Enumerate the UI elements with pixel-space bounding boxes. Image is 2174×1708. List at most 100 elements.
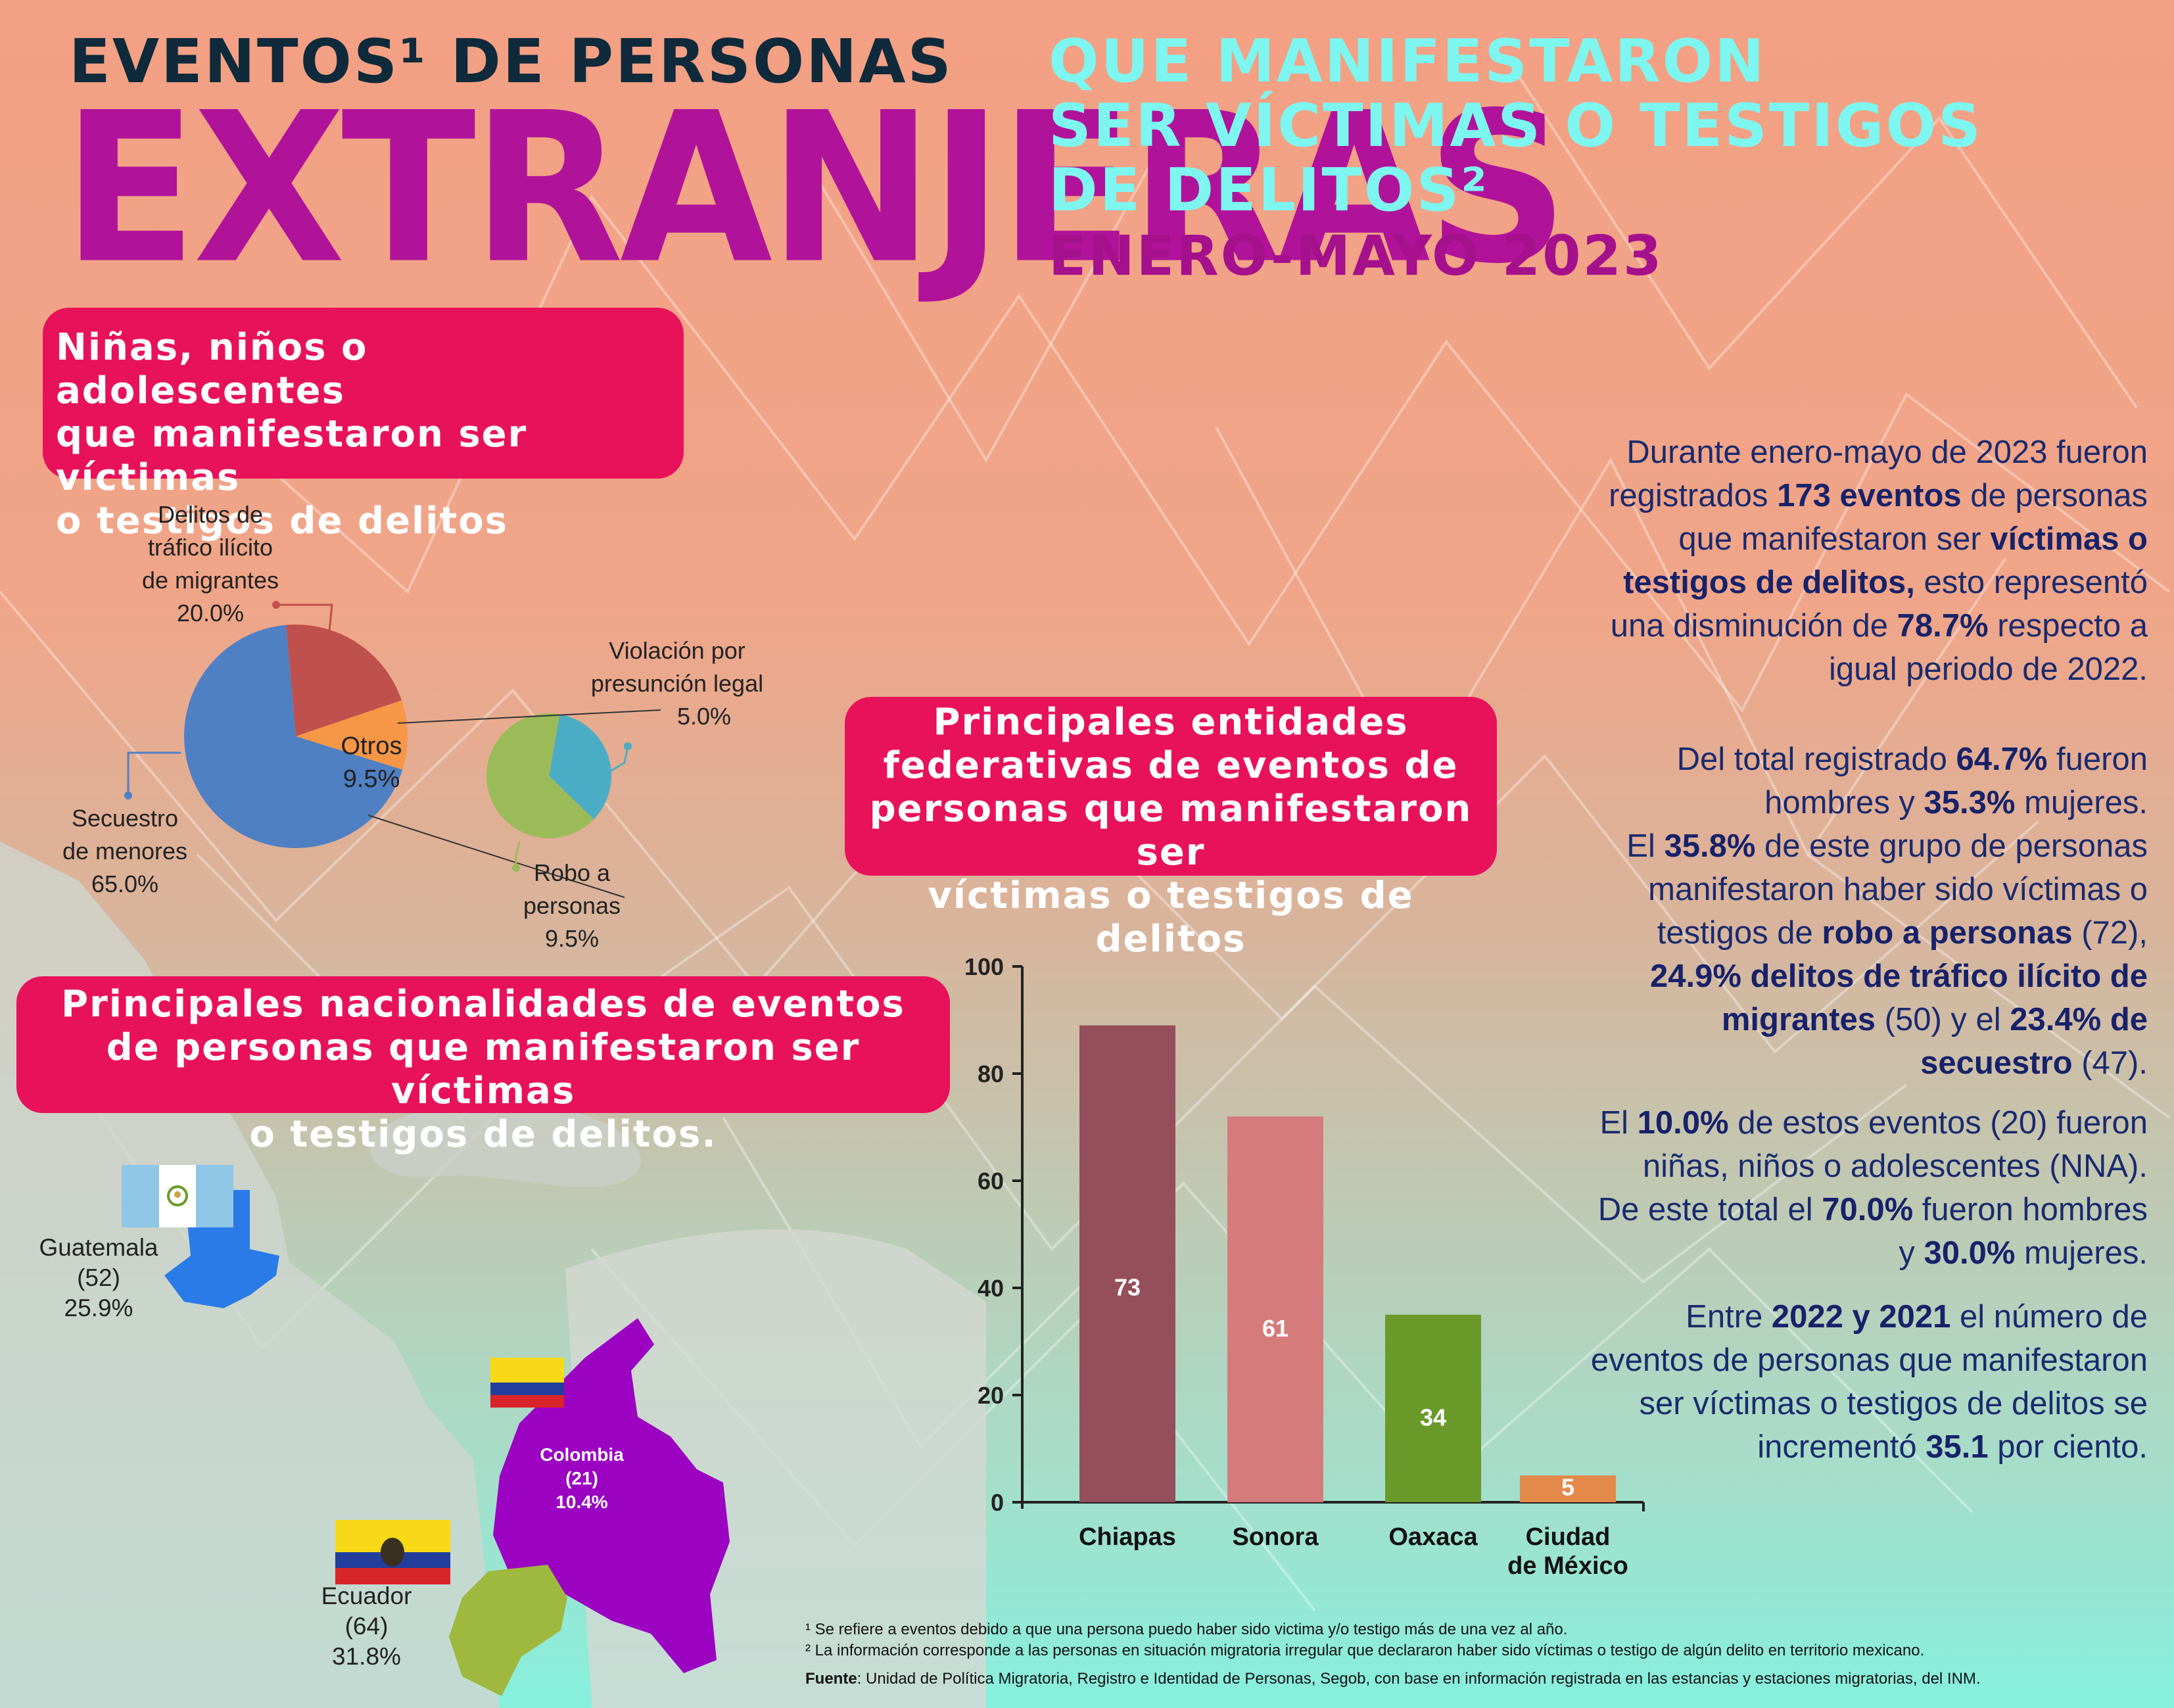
pie-label-violacion-2: presunción legal <box>590 670 764 697</box>
ecuador-map <box>449 1565 567 1696</box>
colombia-flag-icon <box>490 1358 564 1408</box>
emphasis-text: 35.3% <box>1924 785 2016 820</box>
p2-line-8: secuestro (47). <box>1920 1045 2148 1081</box>
emphasis-text: 70.0% <box>1822 1192 1914 1227</box>
guatemala-label-pct: 25.9% <box>64 1294 133 1321</box>
p2-line-7: migrantes (50) y el 23.4% de <box>1721 1002 2148 1037</box>
p4-line-4: incrementó 35.1 por ciento. <box>1757 1429 2148 1465</box>
p1-line-6: igual periodo de 2022. <box>1829 652 2148 687</box>
title-line-3: QUE MANIFESTARON SER VÍCTIMAS O TESTIGOS… <box>1049 30 1983 223</box>
pie-label-violacion-1: Violación por <box>609 637 745 664</box>
bar-category-label: Sonora <box>1233 1523 1319 1551</box>
pie-slice-otros <box>296 700 408 770</box>
p3-line-3: De este total el 70.0% fueron hombres <box>1597 1192 2148 1227</box>
bar-ciudad-de-m-xico <box>1520 1475 1616 1502</box>
emphasis-text: 2022 y 2021 <box>1771 1299 1951 1335</box>
p2-line-6: 24.9% delitos de tráfico ilícito de <box>1626 955 2148 998</box>
pie-label-trafico: Delitos de tráfico ilícito de migrantes … <box>118 498 302 630</box>
bar-chiapas <box>1079 1025 1175 1502</box>
p1-line-3: que manifestaron ser víctimas o <box>1678 521 2148 557</box>
y-tick-label: 100 <box>964 953 1004 980</box>
emphasis-text: 64.7% <box>1956 742 2048 777</box>
bar-value-label: 34 <box>1420 1404 1446 1431</box>
nna-pill-line-2: que manifestaron ser víctimas <box>56 413 528 499</box>
nationalities-section-pill: Principales nacionalidades de eventos de… <box>16 976 950 1156</box>
pie-label-secuestro-2: de menores <box>62 838 188 865</box>
bar-category-label: Oaxaca <box>1388 1523 1478 1551</box>
guatemala-label: Guatemala (52) 25.9% <box>20 1233 177 1323</box>
emphasis-text: 23.4% de <box>2010 1002 2148 1037</box>
source-label: Fuente <box>805 1670 857 1688</box>
ecuador-label: Ecuador (64) 31.8% <box>296 1581 437 1672</box>
p2-line-5: testigos de robo a personas (72), <box>1657 915 2148 951</box>
bar-value-label: 73 <box>1114 1274 1141 1301</box>
colombia-label-name: Colombia <box>540 1444 624 1465</box>
pie-detail <box>486 713 611 838</box>
entities-pill-line-3: personas que manifestaron ser <box>869 788 1473 874</box>
nationalities-pill-line-1: Principales nacionalidades de eventos <box>61 983 905 1026</box>
pie-label-robo: Robo a personas 9.5% <box>500 857 644 955</box>
bar-category-label: de México <box>1507 1552 1628 1580</box>
pie-label-secuestro: Secuestro de menores 65.0% <box>39 802 210 901</box>
p3-line-4: y 30.0% mujeres. <box>1899 1235 2148 1271</box>
pie-slice-trafico <box>286 625 402 736</box>
p2-line-4: manifestaron haber sido víctimas o <box>1648 872 2148 907</box>
summary-paragraph-2: Del total registrado 64.7% fueron hombres… <box>1626 738 2148 1085</box>
guatemala-label-count: (52) <box>77 1264 120 1291</box>
ecuador-flag-icon <box>335 1520 450 1584</box>
pie-label-violacion-3: 5.0% <box>677 703 732 730</box>
emphasis-text: testigos de delitos, <box>1623 565 1915 600</box>
p4-line-2: eventos de personas que manifestaron <box>1590 1342 2148 1378</box>
bar-value-label: 5 <box>1561 1473 1574 1500</box>
guatemala-flag-icon <box>122 1165 233 1227</box>
emphasis-text: secuestro <box>1920 1045 2073 1081</box>
summary-paragraph-1: Durante enero-mayo de 2023 fueron registr… <box>1609 431 2148 691</box>
source-text: : Unidad de Política Migratoria, Registr… <box>857 1670 1981 1688</box>
title-line-3b: SER VÍCTIMAS O TESTIGOS <box>1049 91 1983 160</box>
title-line-1: EVENTOS¹ DE PERSONAS <box>69 26 953 97</box>
emphasis-text: 30.0% <box>1924 1235 2016 1271</box>
title-line-2: EXTRANJERAS <box>62 68 1569 310</box>
entities-pill-line-4: víctimas o testigos de delitos <box>928 874 1414 961</box>
colombia-label: Colombia (21) 10.4% <box>519 1443 644 1514</box>
period-title: ENERO-MAYO 2023 <box>1049 224 1664 288</box>
bar-value-label: 61 <box>1262 1315 1288 1342</box>
guatemala-label-name: Guatemala <box>39 1234 158 1261</box>
pie-label-secuestro-1: Secuestro <box>71 805 179 832</box>
bar-chart: 0 20 40 60 80 100 73 Chiapas 61 Sonora 34 Oaxaca 5 C… <box>964 953 1645 1580</box>
bar-oaxaca <box>1385 1314 1481 1502</box>
emphasis-text: víctimas o <box>1990 521 2148 557</box>
bar-category-label: Ciudad <box>1526 1523 1611 1551</box>
pie-label-robo-1: Robo a <box>533 859 611 886</box>
pie-label-trafico-1: Delitos de <box>157 501 264 528</box>
p3-line-2: niñas, niños o adolescentes (NNA). <box>1642 1149 2148 1184</box>
summary-paragraph-3: El 10.0% de estos eventos (20) fueron niñ… <box>1598 1101 2148 1275</box>
pie-slice-secuestro <box>184 625 403 848</box>
summary-paragraph-4: Entre 2022 y 2021 el número de eventos de… <box>1591 1295 2148 1469</box>
p1-line-2: registrados 173 eventos de personas <box>1609 478 2148 513</box>
y-tick-label: 60 <box>978 1168 1004 1195</box>
pie-label-trafico-3: de migrantes <box>141 567 279 594</box>
p4-line-3: ser víctimas o testigos de delitos se <box>1639 1386 2148 1421</box>
pie-label-secuestro-3: 65.0% <box>91 870 159 897</box>
pie-main <box>184 625 408 848</box>
pie-label-otros-1: Otros <box>341 732 402 760</box>
nationalities-pill-line-2: de personas que manifestaron ser víctima… <box>106 1026 861 1112</box>
p4-line-1: Entre 2022 y 2021 el número de <box>1686 1299 2148 1335</box>
bar-category-label: Chiapas <box>1079 1523 1176 1551</box>
entities-pill-line-2: federativas de eventos de <box>883 744 1459 787</box>
emphasis-text: 78.7% <box>1897 608 1989 644</box>
p3-line-1: El 10.0% de estos eventos (20) fueron <box>1599 1105 2148 1141</box>
emphasis-text: migrantes <box>1721 1002 1876 1037</box>
emphasis-text: 24.9% delitos de tráfico ilícito de <box>1650 959 2148 994</box>
pie-slice-robo <box>486 713 594 838</box>
pie-slice-violacion <box>549 714 611 820</box>
nationalities-pill-line-3: o testigos de delitos. <box>249 1113 717 1156</box>
colombia-label-pct: 10.4% <box>555 1492 608 1512</box>
source-note: Fuente: Unidad de Política Migratoria, R… <box>805 1670 1981 1688</box>
pie-charts <box>124 601 661 898</box>
nna-section-pill: Niñas, niños o adolescentes que manifest… <box>43 308 684 542</box>
emphasis-text: 10.0% <box>1637 1105 1729 1141</box>
title-line-3c: DE DELITOS² <box>1049 156 1489 225</box>
